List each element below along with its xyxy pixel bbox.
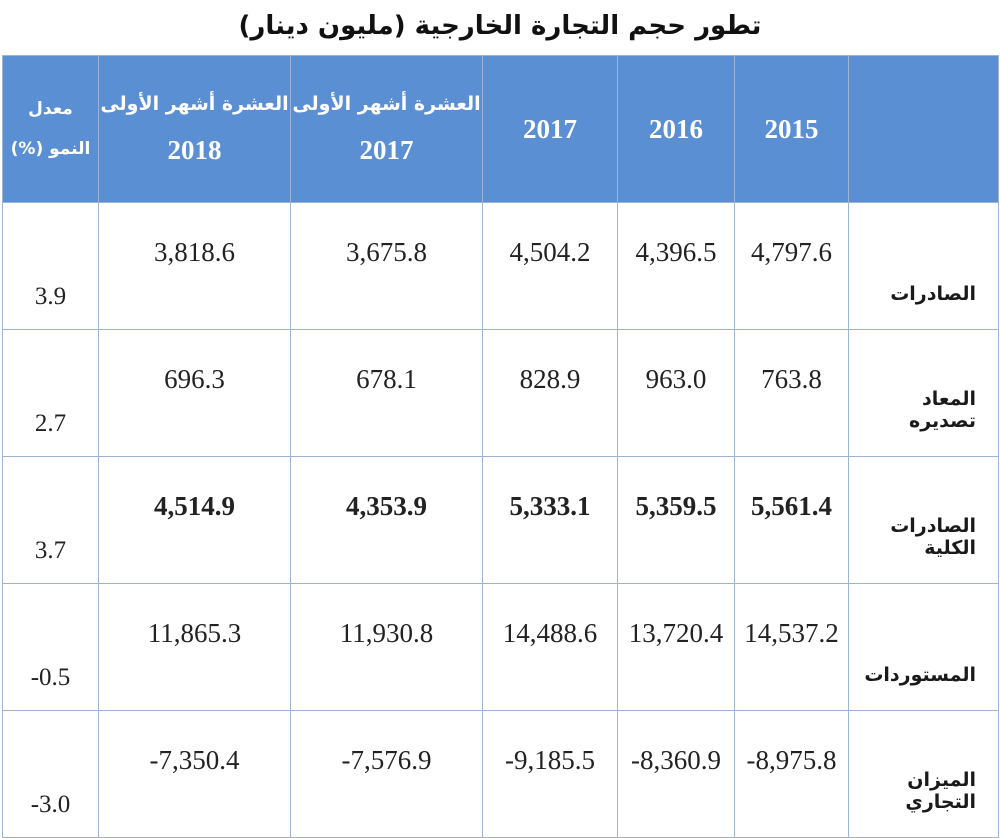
header-ten-months-year: 2017 (359, 134, 414, 165)
header-row: 2015 2016 2017 العشرة أشهر الأولى 2017 ا… (2, 55, 999, 203)
table-row: المستوردات 14,537.2 13,720.4 14,488.6 11… (2, 583, 999, 711)
cell-ten-2018: 696.3 (98, 329, 291, 457)
cell-growth: 3.9 (2, 202, 99, 330)
header-growth-line2: النمو (%) (10, 139, 91, 159)
header-ten-months-year: 2018 (167, 134, 222, 165)
cell-2015: 4,797.6 (734, 202, 849, 330)
table-row: الصادرات الكلية 5,561.4 5,359.5 5,333.1 … (2, 456, 999, 584)
header-2016: 2016 (617, 55, 735, 203)
page-title: تطور حجم التجارة الخارجية (مليون دينار) (238, 11, 762, 41)
cell-2017: 5,333.1 (482, 456, 618, 584)
cell-ten-2018: 4,514.9 (98, 456, 291, 584)
table-row: الصادرات 4,797.6 4,396.5 4,504.2 3,675.8… (2, 202, 999, 330)
cell-2015: -8,975.8 (734, 710, 849, 838)
header-ten-months-label: العشرة أشهر الأولى (292, 92, 481, 115)
cell-2015: 14,537.2 (734, 583, 849, 711)
cell-growth: 2.7 (2, 329, 99, 457)
cell-ten-2017: 678.1 (290, 329, 483, 457)
cell-ten-2018: 3,818.6 (98, 202, 291, 330)
row-label: المستوردات (848, 583, 999, 711)
header-2015: 2015 (734, 55, 849, 203)
cell-ten-2017: 4,353.9 (290, 456, 483, 584)
cell-2015: 763.8 (734, 329, 849, 457)
cell-2015: 5,561.4 (734, 456, 849, 584)
header-ten-months-label: العشرة أشهر الأولى (100, 92, 289, 115)
header-growth-rate: معدل النمو (%) (2, 55, 99, 203)
cell-ten-2017: -7,576.9 (290, 710, 483, 838)
cell-2016: 4,396.5 (617, 202, 735, 330)
trade-table: 2015 2016 2017 العشرة أشهر الأولى 2017 ا… (2, 55, 999, 838)
table-row: المعاد تصديره 763.8 963.0 828.9 678.1 69… (2, 329, 999, 457)
cell-growth: -3.0 (2, 710, 99, 838)
header-2017: 2017 (482, 55, 618, 203)
row-label: الميزان التجاري (848, 710, 999, 838)
row-label: الصادرات (848, 202, 999, 330)
header-growth-line1: معدل (28, 99, 73, 119)
cell-2017: 4,504.2 (482, 202, 618, 330)
cell-ten-2018: -7,350.4 (98, 710, 291, 838)
row-label: الصادرات الكلية (848, 456, 999, 584)
cell-2017: 14,488.6 (482, 583, 618, 711)
header-ten-months-2018: العشرة أشهر الأولى 2018 (98, 55, 291, 203)
cell-2017: -9,185.5 (482, 710, 618, 838)
cell-ten-2017: 11,930.8 (290, 583, 483, 711)
cell-2016: 963.0 (617, 329, 735, 457)
header-label-cell (848, 55, 999, 203)
cell-ten-2017: 3,675.8 (290, 202, 483, 330)
cell-2016: -8,360.9 (617, 710, 735, 838)
table-row: الميزان التجاري -8,975.8 -8,360.9 -9,185… (2, 710, 999, 838)
cell-ten-2018: 11,865.3 (98, 583, 291, 711)
cell-growth: 3.7 (2, 456, 99, 584)
cell-2016: 5,359.5 (617, 456, 735, 584)
row-label: المعاد تصديره (848, 329, 999, 457)
cell-2017: 828.9 (482, 329, 618, 457)
cell-2016: 13,720.4 (617, 583, 735, 711)
header-ten-months-2017: العشرة أشهر الأولى 2017 (290, 55, 483, 203)
cell-growth: -0.5 (2, 583, 99, 711)
